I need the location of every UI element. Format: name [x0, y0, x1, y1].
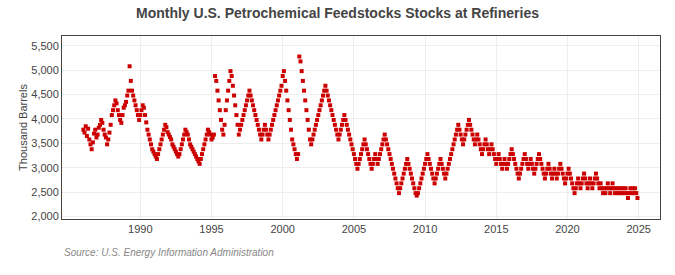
svg-text:Monthly U.S. Petrochemical Fee: Monthly U.S. Petrochemical Feedstocks St… — [136, 5, 539, 21]
svg-text:2005: 2005 — [342, 223, 366, 235]
svg-text:1990: 1990 — [128, 223, 152, 235]
svg-text:4,000: 4,000 — [31, 113, 59, 125]
svg-text:2000: 2000 — [270, 223, 294, 235]
svg-text:2015: 2015 — [484, 223, 508, 235]
svg-text:Source: U.S. Energy Informatio: Source: U.S. Energy Information Administ… — [64, 247, 274, 258]
svg-text:1995: 1995 — [199, 223, 223, 235]
svg-text:Thousand Barrels: Thousand Barrels — [17, 84, 29, 171]
svg-text:2,500: 2,500 — [31, 186, 59, 198]
svg-text:3,500: 3,500 — [31, 137, 59, 149]
svg-text:2,000: 2,000 — [31, 210, 59, 222]
svg-text:5,500: 5,500 — [31, 40, 59, 52]
svg-text:2010: 2010 — [413, 223, 437, 235]
svg-text:2025: 2025 — [626, 223, 650, 235]
svg-text:2020: 2020 — [555, 223, 579, 235]
svg-text:5,000: 5,000 — [31, 64, 59, 76]
svg-text:3,000: 3,000 — [31, 162, 59, 174]
svg-text:4,500: 4,500 — [31, 88, 59, 100]
